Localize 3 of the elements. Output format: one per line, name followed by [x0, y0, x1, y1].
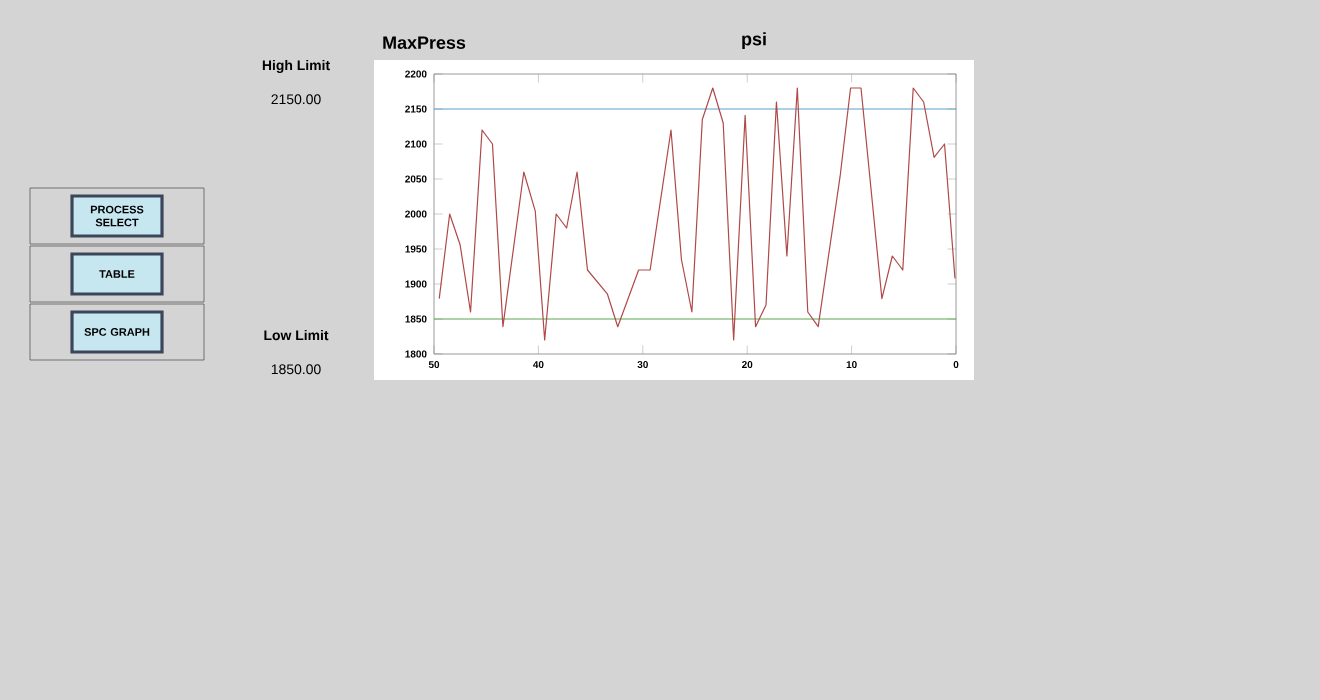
chart-subtitle: psi — [742, 32, 766, 49]
line-series — [438, 87, 956, 341]
chart-title: MaxPress — [383, 36, 466, 49]
